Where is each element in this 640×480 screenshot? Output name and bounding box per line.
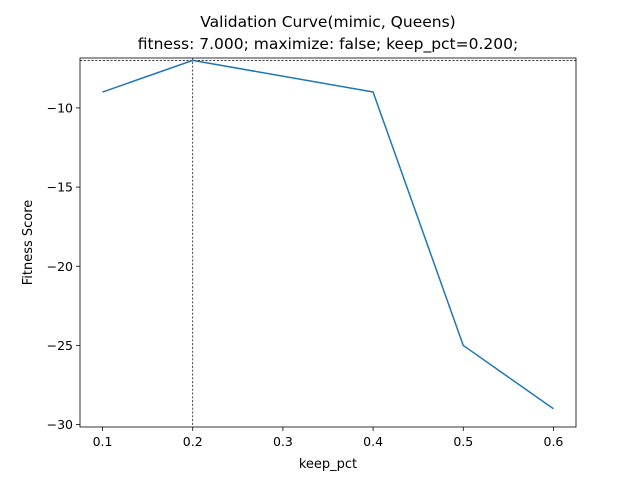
y-tick-label: −15 xyxy=(47,180,73,195)
chart-title: Validation Curve(mimic, Queens) xyxy=(200,13,455,31)
x-tick-label: 0.5 xyxy=(453,434,473,449)
x-tick-label: 0.2 xyxy=(183,434,203,449)
y-tick-label: −20 xyxy=(47,259,73,274)
x-axis-label: keep_pct xyxy=(299,457,357,472)
axes-frame xyxy=(79,57,577,428)
x-tick-label: 0.3 xyxy=(273,434,293,449)
plot-area xyxy=(80,58,576,427)
y-tick-label: −10 xyxy=(47,100,73,115)
y-tick-label: −25 xyxy=(47,338,73,353)
y-tick-label: −30 xyxy=(47,417,73,432)
chart-subtitle: fitness: 7.000; maximize: false; keep_pc… xyxy=(138,35,518,54)
x-tick-label: 0.6 xyxy=(544,434,564,449)
series-line xyxy=(102,59,554,410)
y-axis-label: Fitness Score xyxy=(21,200,36,286)
x-tick-label: 0.4 xyxy=(363,434,383,449)
x-axis: 0.1 0.2 0.3 0.4 0.5 0.6 xyxy=(93,427,564,449)
y-axis: −10 −15 −20 −25 −30 xyxy=(47,100,80,432)
x-tick-label: 0.1 xyxy=(93,434,113,449)
